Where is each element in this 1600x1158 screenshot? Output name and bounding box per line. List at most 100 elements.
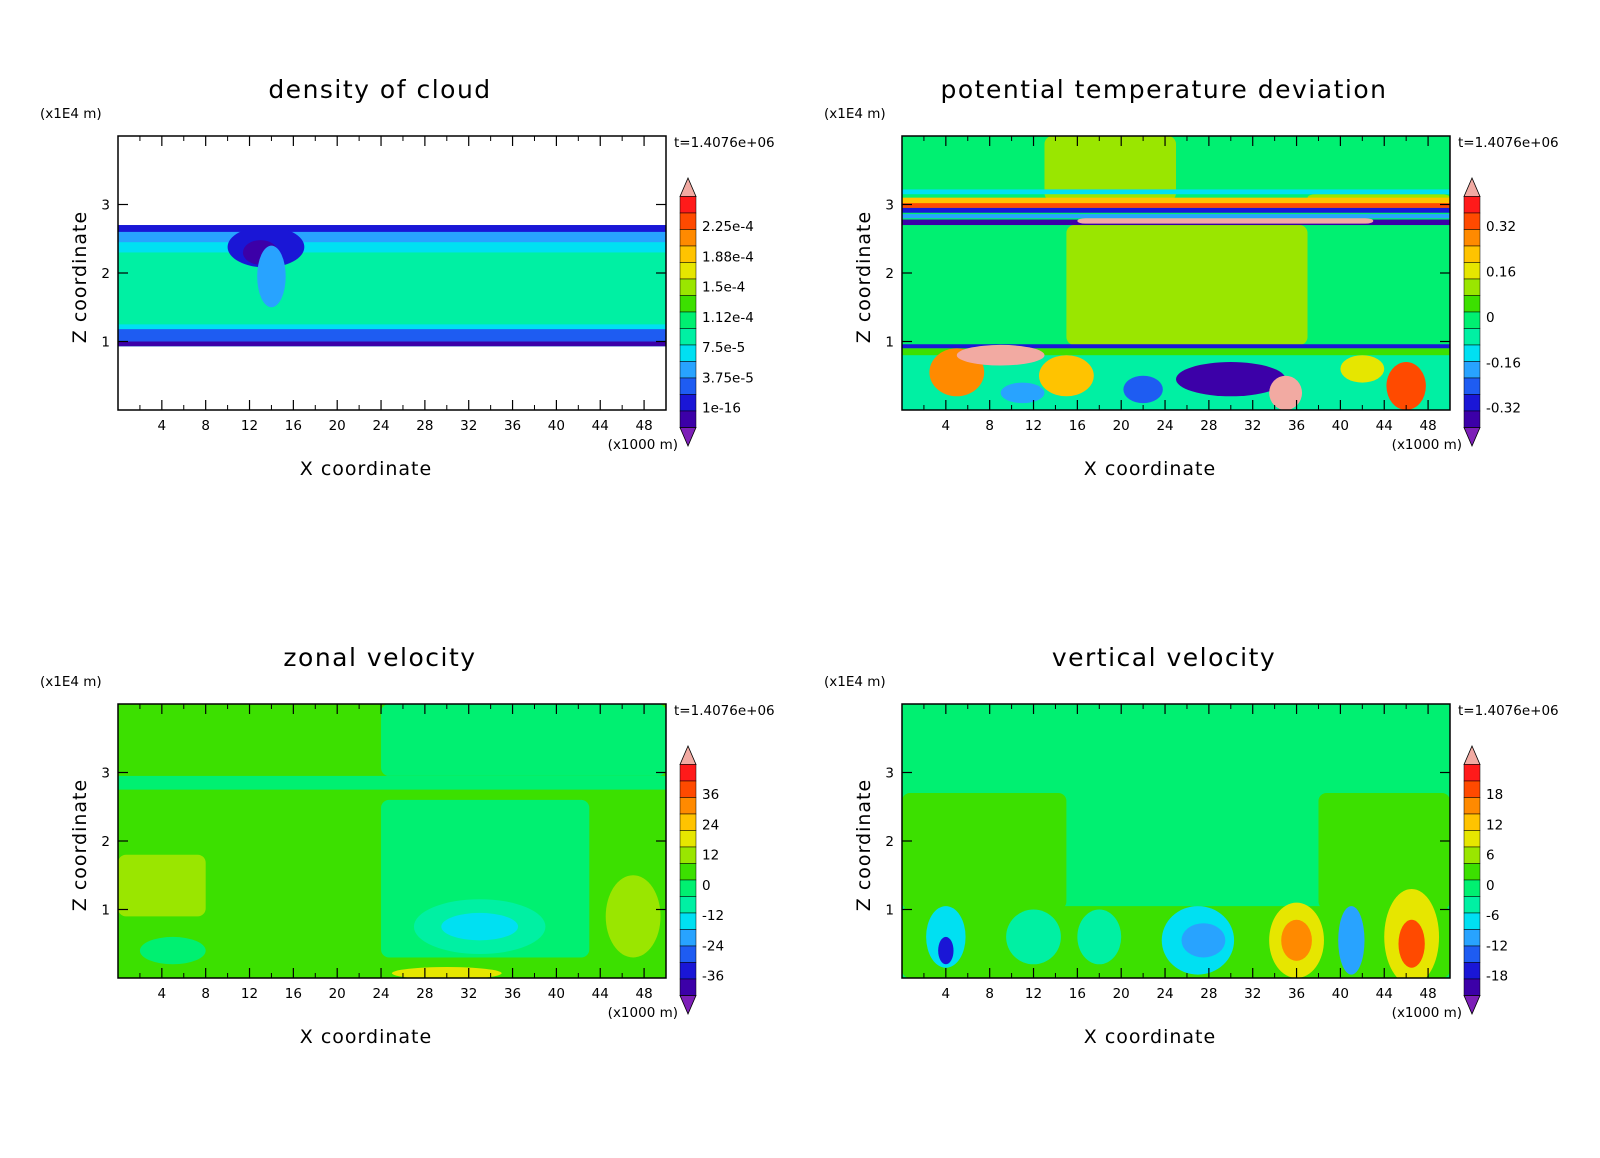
colorbar-segment <box>1463 797 1481 815</box>
time-label: t=1.4076e+06 <box>1458 703 1559 719</box>
contour-band <box>902 197 1450 205</box>
x-tick-label: 36 <box>1288 418 1305 434</box>
contour-blob <box>139 936 206 965</box>
colorbar-segment <box>679 311 697 329</box>
field-layer <box>902 704 1450 978</box>
x-tick-label: 40 <box>548 986 565 1002</box>
x-tick-label: 32 <box>1244 986 1261 1002</box>
colorbar-segment <box>679 912 697 930</box>
colorbar-cap-top <box>1463 176 1481 197</box>
contour-band <box>902 348 1450 356</box>
colorbar-label: 0 <box>1486 310 1495 326</box>
colorbar-segment <box>679 361 697 379</box>
x-tick-label: 16 <box>285 418 302 434</box>
contour-region <box>1044 136 1176 202</box>
y-axis-title: Z coordinate <box>69 779 91 911</box>
contour-blob <box>1398 919 1425 968</box>
colorbar-segment <box>679 245 697 263</box>
contour-region <box>118 854 206 917</box>
contour-blob <box>1338 906 1365 975</box>
contour-blob <box>1176 362 1286 397</box>
chart-panel-potential-temperature-deviation: 4 8 12 16 20 24 28 32 36 40 44 48 1 2 3 potential tempe… <box>784 40 1574 560</box>
y-axis-title: Z coordinate <box>853 211 875 343</box>
colorbar-label: 0 <box>1486 878 1495 894</box>
y-unit-label: (x1E4 m) <box>40 106 102 122</box>
colorbar-segment <box>679 846 697 864</box>
contour-blob <box>1281 919 1312 961</box>
colorbar-segment <box>1463 295 1481 313</box>
x-tick-label: 12 <box>241 986 258 1002</box>
x-tick-label: 28 <box>1200 418 1217 434</box>
contour-region <box>381 704 666 776</box>
colorbar-label: 12 <box>702 848 719 864</box>
x-tick-label: 32 <box>1244 418 1261 434</box>
colorbar-label: -36 <box>702 969 724 985</box>
colorbar-segment <box>679 780 697 798</box>
colorbar-label: 2.25e-4 <box>702 219 754 235</box>
y-tick-label: 1 <box>101 903 110 919</box>
x-tick-label: 48 <box>1419 418 1436 434</box>
contour-blob <box>605 875 661 958</box>
colorbar-segment <box>1463 328 1481 346</box>
colorbar-label: 3.75e-5 <box>702 370 754 386</box>
x-tick-label: 4 <box>942 986 951 1002</box>
colorbar-label: 12 <box>1486 817 1503 833</box>
x-tick-label: 20 <box>329 418 346 434</box>
contour-blob <box>1006 909 1061 965</box>
y-unit-label: (x1E4 m) <box>824 674 886 690</box>
y-tick-label: 2 <box>101 834 110 850</box>
x-unit-label: (x1000 m) <box>1392 1005 1462 1021</box>
contour-band <box>902 207 1450 213</box>
colorbar-segment <box>1463 229 1481 247</box>
y-axis-title: Z coordinate <box>69 211 91 343</box>
colorbar-segment <box>1463 344 1481 362</box>
colorbar-segment <box>679 196 697 214</box>
colorbar-label: 18 <box>1486 787 1503 803</box>
y-unit-label: (x1E4 m) <box>40 674 102 690</box>
x-tick-label: 44 <box>1376 986 1393 1002</box>
colorbar-segment <box>679 212 697 230</box>
colorbar-segment <box>1463 311 1481 329</box>
x-tick-label: 8 <box>985 986 994 1002</box>
colorbar-label: 1.12e-4 <box>702 310 754 326</box>
colorbar-segment <box>1463 410 1481 428</box>
x-tick-label: 48 <box>1419 986 1436 1002</box>
contour-region <box>1066 225 1308 345</box>
colorbar-segment <box>679 813 697 831</box>
colorbar-segment <box>679 229 697 247</box>
x-tick-label: 8 <box>201 418 210 434</box>
chart-panel-density-of-cloud: 4 8 12 16 20 24 28 32 36 40 44 48 1 2 3 density of clou… <box>0 40 790 560</box>
contour-blob <box>1000 382 1045 404</box>
chart-title: density of cloud <box>268 75 491 104</box>
colorbar-cap-bottom <box>679 995 697 1016</box>
x-tick-label: 24 <box>372 986 389 1002</box>
x-tick-label: 40 <box>548 418 565 434</box>
y-tick-label: 3 <box>885 198 894 214</box>
contour-band <box>118 775 666 790</box>
x-tick-label: 12 <box>1025 986 1042 1002</box>
contour-band <box>118 341 666 347</box>
x-tick-label: 24 <box>1156 986 1173 1002</box>
colorbar-cap-top <box>679 176 697 197</box>
colorbar-segment <box>1463 196 1481 214</box>
colorbar-cap-bottom <box>679 427 697 448</box>
contour-band <box>118 329 666 342</box>
contour-band <box>902 214 1450 219</box>
contour-blob <box>441 912 519 941</box>
contour-blob <box>1039 355 1094 397</box>
colorbar-segment <box>679 344 697 362</box>
contour-band <box>902 344 1450 349</box>
contour-blob <box>257 245 286 308</box>
chart-title: potential temperature deviation <box>941 75 1388 104</box>
x-tick-label: 20 <box>1113 418 1130 434</box>
colorbar-label: -6 <box>1486 908 1499 924</box>
field-layer <box>902 136 1450 410</box>
contour-blob <box>938 936 954 965</box>
colorbar-segment <box>679 295 697 313</box>
colorbar-segment <box>1463 212 1481 230</box>
x-tick-label: 40 <box>1332 986 1349 1002</box>
colorbar-segment <box>1463 912 1481 930</box>
colorbar-cap-top <box>1463 744 1481 765</box>
contour-blob <box>1269 375 1303 410</box>
